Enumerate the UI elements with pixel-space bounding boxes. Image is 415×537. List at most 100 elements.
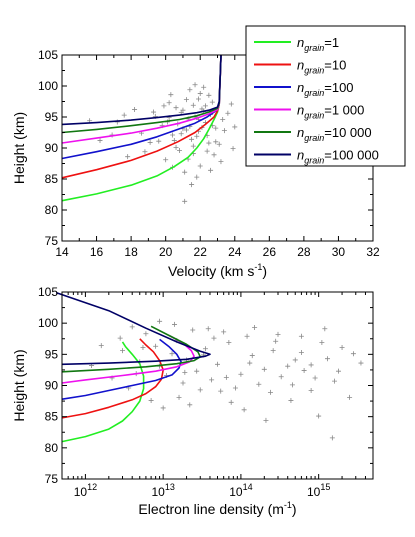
x-tick-label: 30	[332, 245, 346, 259]
x-tick-label: 18	[124, 245, 138, 259]
scatter-point	[285, 363, 291, 369]
scatter-point	[182, 198, 188, 204]
scatter-point	[213, 125, 219, 131]
scatter-point	[153, 343, 159, 349]
scatter-point	[206, 140, 212, 146]
y-tick-label: 105	[38, 48, 58, 62]
scatter-point	[228, 399, 234, 405]
x-tick-label: 20	[159, 245, 173, 259]
scatter-point	[350, 351, 356, 357]
x-tick-label: 26	[263, 245, 277, 259]
y-tick-label: 75	[45, 472, 59, 486]
scatter-point	[182, 169, 188, 175]
scatter-point	[97, 138, 103, 144]
scatter-point	[190, 143, 196, 149]
y-tick-label: 75	[45, 234, 59, 248]
y-tick-label: 95	[45, 347, 59, 361]
scatter-point	[213, 139, 219, 145]
y-tick-label: 100	[38, 316, 58, 330]
scatter-point	[312, 375, 318, 381]
scatter-point	[157, 318, 163, 324]
scatter-point	[220, 116, 226, 122]
scatter-point	[215, 361, 220, 367]
y-tick-label: 90	[45, 379, 59, 393]
scatter-point	[194, 368, 200, 374]
y-axis-label: Height (km)	[11, 349, 27, 421]
x-tick-label: 32	[366, 245, 380, 259]
scatter-point	[187, 402, 193, 408]
legend-item-1: ngrain=1	[254, 35, 339, 53]
scatter-point	[202, 103, 208, 109]
x-axis-label: Velocity (km s-1)	[168, 262, 267, 279]
scatter-point	[143, 331, 149, 337]
series-line-5	[61, 325, 202, 373]
series-line-3	[61, 338, 182, 400]
scatter-point	[183, 97, 189, 103]
scatter-point	[187, 87, 193, 93]
scatter-point	[173, 144, 179, 150]
x-tick-label: 14	[55, 245, 69, 259]
scatter-point	[252, 325, 258, 331]
x-tick-label: 1015	[307, 482, 330, 499]
legend-label: ngrain=10	[297, 58, 346, 76]
scatter-point	[170, 132, 176, 138]
scatter-point	[316, 413, 322, 419]
scatter-point	[292, 357, 298, 363]
plot-frame	[61, 291, 374, 480]
scatter-point	[147, 139, 153, 145]
scatter-point	[168, 92, 174, 98]
scatter-point	[98, 343, 104, 349]
x-axis-label: Electron line density (m-1)	[138, 500, 296, 517]
legend-box	[245, 25, 406, 167]
scatter-point	[221, 128, 227, 134]
scatter-point	[218, 159, 224, 165]
scatter-point	[339, 344, 345, 350]
scatter-point	[205, 326, 211, 332]
x-tick-label: 22	[194, 245, 208, 259]
scatter-point	[223, 374, 229, 380]
y-tick-label: 85	[45, 410, 59, 424]
scatter-point	[270, 348, 276, 354]
legend-label: ngrain=100 000	[297, 148, 379, 166]
scatter-point	[163, 157, 169, 163]
scatter-point	[228, 101, 234, 107]
scatter-point	[329, 435, 335, 441]
scatter-point	[325, 356, 331, 362]
scatter-point	[204, 148, 210, 154]
scatter-point	[190, 102, 196, 108]
scatter-point	[129, 324, 135, 330]
x-tick-label: 16	[90, 245, 104, 259]
scatter-point	[232, 124, 238, 130]
scatter-point	[161, 103, 167, 109]
scatter-point	[132, 107, 138, 113]
legend-label: ngrain=1	[297, 35, 339, 53]
scatter-point	[358, 360, 364, 366]
series-line-6	[55, 291, 211, 366]
x-tick-label: 1012	[74, 482, 97, 499]
scatter-point	[298, 349, 304, 355]
scatter-point	[201, 84, 207, 90]
scatter-point	[166, 100, 172, 106]
scatter-point	[172, 321, 178, 327]
scatter-point	[261, 366, 267, 372]
series-line-5	[61, 54, 222, 134]
legend-item-3: ngrain=100	[254, 80, 354, 98]
scatter-point	[142, 149, 148, 155]
scatter-point	[319, 339, 325, 345]
scatter-point	[156, 138, 162, 144]
scatter-point	[332, 378, 338, 384]
scatter-point	[148, 397, 154, 403]
x-tick-label: 1014	[229, 482, 252, 499]
scatter-point	[189, 136, 195, 142]
scatter-point	[209, 99, 215, 105]
legend-item-4: ngrain=1 000	[254, 103, 364, 121]
scatter-point	[211, 335, 217, 341]
scatter-point	[211, 152, 217, 158]
scatter-point	[288, 397, 294, 403]
series-line-3	[61, 54, 222, 160]
scatter-point	[121, 112, 127, 118]
y-tick-label: 105	[38, 285, 58, 299]
scatter-point	[190, 327, 196, 333]
scatter-point	[278, 374, 284, 380]
